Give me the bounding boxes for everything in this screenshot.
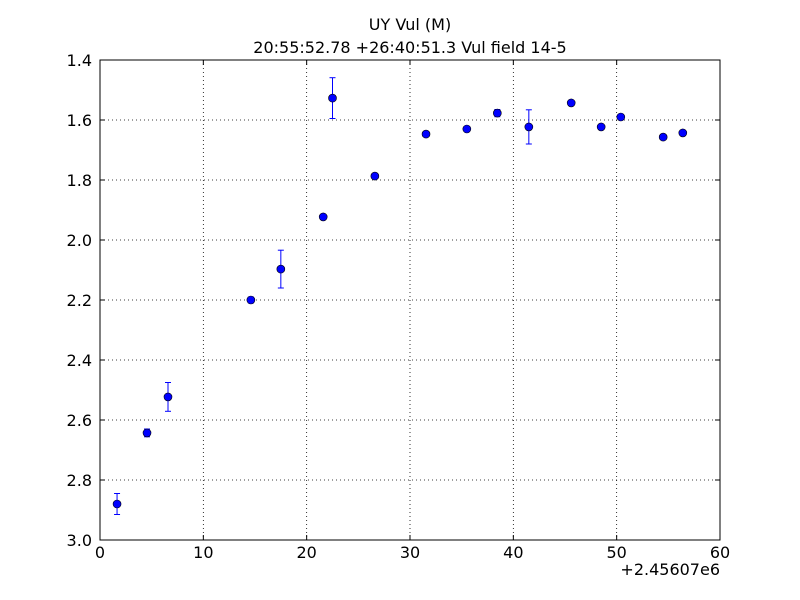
y-tick-label: 1.6 — [67, 111, 92, 130]
point — [566, 98, 576, 108]
x-tick-label: 50 — [606, 543, 626, 562]
point — [163, 392, 173, 402]
y-tick-label: 2.8 — [67, 471, 92, 490]
point — [421, 129, 431, 139]
y-tick-label: 2.0 — [67, 231, 92, 250]
point — [276, 264, 286, 274]
y-tick-label: 2.4 — [67, 351, 92, 370]
point — [524, 122, 534, 132]
plot-frame — [99, 59, 721, 541]
y-tick-label: 1.8 — [67, 171, 92, 190]
point — [658, 132, 668, 142]
x-offset-label: +2.45607e6 — [620, 560, 720, 579]
point — [112, 499, 122, 509]
x-tick-label: 20 — [296, 543, 316, 562]
point — [142, 428, 152, 438]
point — [616, 112, 626, 122]
point — [370, 171, 380, 181]
point — [462, 124, 472, 134]
y-tick-label: 2.2 — [67, 291, 92, 310]
x-tick-label: 60 — [710, 543, 730, 562]
x-tick-label: 40 — [503, 543, 523, 562]
x-tick-label: 30 — [400, 543, 420, 562]
point — [328, 93, 337, 103]
point — [596, 122, 606, 132]
point — [678, 128, 688, 138]
chart-subtitle: 20:55:52.78 +26:40:51.3 Vul field 14-5 — [253, 38, 566, 57]
point — [493, 108, 502, 118]
x-tick-label: 0 — [95, 543, 105, 562]
point — [246, 295, 256, 305]
y-tick-label: 2.6 — [67, 411, 92, 430]
x-tick-label: 10 — [193, 543, 213, 562]
point — [318, 212, 328, 222]
y-tick-label: 1.4 — [67, 51, 92, 70]
y-tick-label: 3.0 — [67, 531, 92, 550]
chart-title: UY Vul (M) — [369, 15, 451, 34]
